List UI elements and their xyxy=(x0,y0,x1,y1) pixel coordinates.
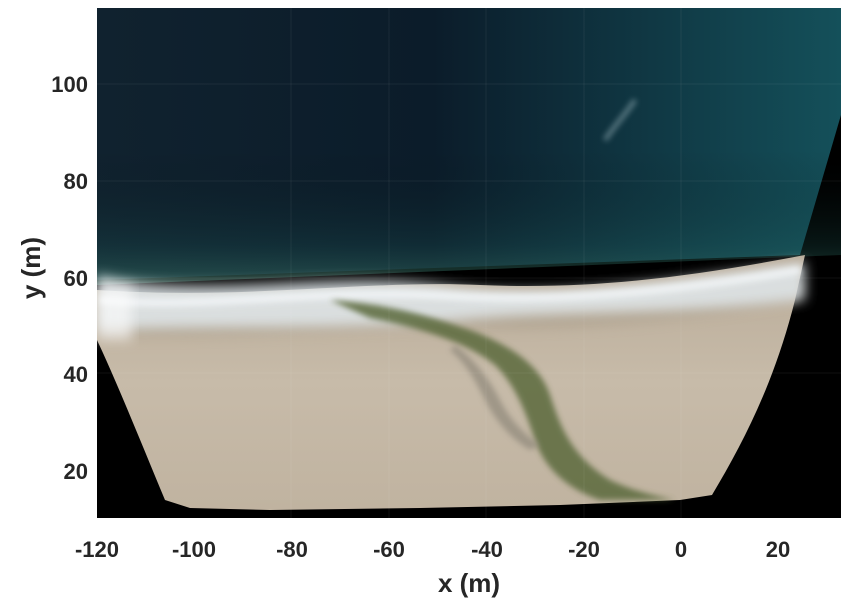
x-axis-label: x (m) xyxy=(438,568,500,598)
left-edge-glare xyxy=(97,285,132,340)
x-tick-label: -120 xyxy=(75,537,119,562)
x-tick-label: -60 xyxy=(373,537,405,562)
x-tick-label: -40 xyxy=(471,537,503,562)
whitecap-streak xyxy=(602,98,638,142)
y-tick-label: 100 xyxy=(51,72,88,97)
channel-bank-deposit xyxy=(450,345,540,450)
grid-lines xyxy=(97,8,841,518)
nearshore-tint xyxy=(97,150,841,285)
x-tick-label: 0 xyxy=(675,537,687,562)
x-tick-label: 20 xyxy=(766,537,790,562)
y-tick-label: 60 xyxy=(64,266,88,291)
y-tick-labels: 20 40 60 80 100 xyxy=(51,72,88,484)
x-tick-label: -100 xyxy=(172,537,216,562)
wave-crest xyxy=(99,266,801,307)
y-tick-label: 20 xyxy=(64,459,88,484)
y-tick-label: 40 xyxy=(64,362,88,387)
y-axis-label: y (m) xyxy=(16,237,46,299)
x-tick-label: -20 xyxy=(568,537,600,562)
x-tick-labels: -120 -100 -80 -60 -40 -20 0 20 xyxy=(75,537,790,562)
y-tick-label: 80 xyxy=(64,169,88,194)
x-tick-label: -80 xyxy=(276,537,308,562)
